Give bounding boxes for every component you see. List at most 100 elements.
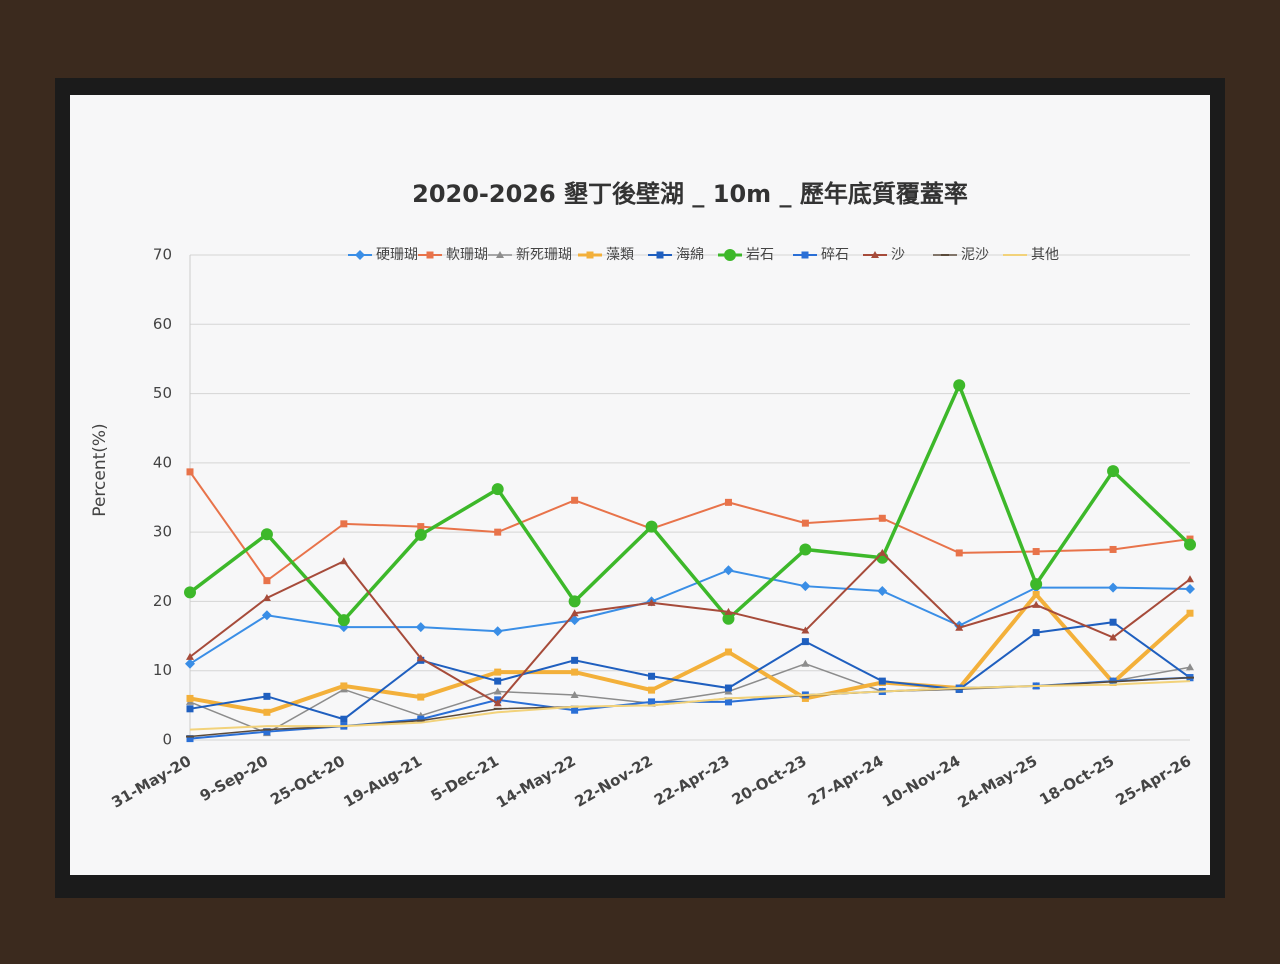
point (263, 577, 271, 585)
point (186, 468, 194, 476)
series-line (189, 680, 1191, 731)
point (801, 659, 810, 667)
legend-label: 藻類 (606, 247, 634, 263)
point (878, 677, 886, 685)
point (723, 565, 734, 576)
legend-label: 海綿 (676, 247, 704, 263)
point (877, 586, 888, 597)
point (426, 251, 434, 259)
point (417, 715, 425, 723)
y-tick-label: 40 (153, 453, 172, 471)
point (263, 708, 271, 716)
point (953, 379, 966, 392)
point (415, 622, 426, 633)
point (571, 668, 579, 676)
point (184, 586, 196, 599)
y-tick-label: 70 (153, 246, 172, 264)
point (355, 250, 365, 260)
point (722, 612, 735, 625)
point (648, 686, 656, 694)
point (494, 668, 502, 676)
point (1107, 465, 1120, 478)
point (955, 623, 964, 631)
point (724, 698, 732, 706)
screen (70, 95, 1210, 875)
point (724, 498, 732, 506)
y-tick-label: 0 (162, 731, 172, 749)
legend-label: 沙 (891, 247, 905, 263)
y-tick-label: 30 (153, 523, 172, 541)
point (571, 496, 579, 504)
point (1032, 591, 1040, 598)
point (656, 251, 664, 259)
point (493, 687, 502, 695)
point (800, 581, 811, 592)
point (586, 251, 594, 259)
point (1185, 583, 1195, 594)
point (1032, 600, 1041, 608)
point (1030, 578, 1043, 591)
point (186, 705, 194, 713)
point (1184, 538, 1196, 551)
point (570, 609, 579, 617)
point (339, 557, 348, 565)
point (799, 543, 812, 556)
point (570, 690, 579, 698)
point (340, 520, 348, 528)
point (1109, 618, 1117, 626)
legend-label: 新死珊瑚 (516, 247, 572, 263)
point (801, 638, 809, 646)
point (186, 694, 194, 702)
legend-label: 碎石 (821, 247, 849, 263)
point (186, 735, 194, 743)
point (647, 598, 656, 606)
point (262, 593, 271, 601)
point (724, 684, 732, 692)
point (1032, 548, 1040, 556)
point (186, 652, 194, 660)
point (414, 528, 427, 541)
point (648, 698, 656, 706)
y-tick-label: 50 (153, 384, 172, 402)
point (337, 614, 350, 627)
point (1186, 609, 1194, 617)
point (724, 648, 732, 656)
point (878, 514, 886, 522)
point (724, 249, 736, 261)
point (1186, 575, 1194, 583)
y-tick-label: 10 (153, 661, 172, 679)
point (263, 728, 271, 736)
point (648, 672, 656, 680)
legend-label: 岩石 (746, 247, 774, 263)
series-line (189, 551, 1191, 705)
point (568, 595, 581, 608)
series-line (189, 591, 1192, 715)
point (491, 483, 504, 496)
point (801, 519, 809, 527)
legend-label: 其他 (1031, 247, 1059, 263)
chart-title: 2020-2026 墾丁後壁湖 _ 10m _ 歷年底質覆蓋率 (412, 180, 968, 208)
y-tick-label: 60 (153, 315, 172, 333)
point (571, 706, 579, 714)
point (801, 251, 809, 259)
point (492, 626, 503, 637)
point (1186, 663, 1194, 671)
point (494, 528, 502, 536)
point (1109, 633, 1118, 641)
legend-label: 軟珊瑚 (446, 247, 488, 263)
series-line (189, 621, 1191, 721)
point (340, 715, 348, 723)
point (878, 548, 887, 556)
point (185, 658, 195, 669)
point (1108, 582, 1119, 593)
point (871, 251, 879, 258)
series-line (189, 569, 1191, 665)
point (263, 692, 271, 700)
legend-label: 硬珊瑚 (376, 247, 418, 263)
y-axis-label: Percent(%) (90, 423, 110, 516)
point (724, 607, 733, 615)
point (1032, 629, 1040, 637)
point (260, 528, 273, 541)
series-line (188, 380, 1192, 623)
